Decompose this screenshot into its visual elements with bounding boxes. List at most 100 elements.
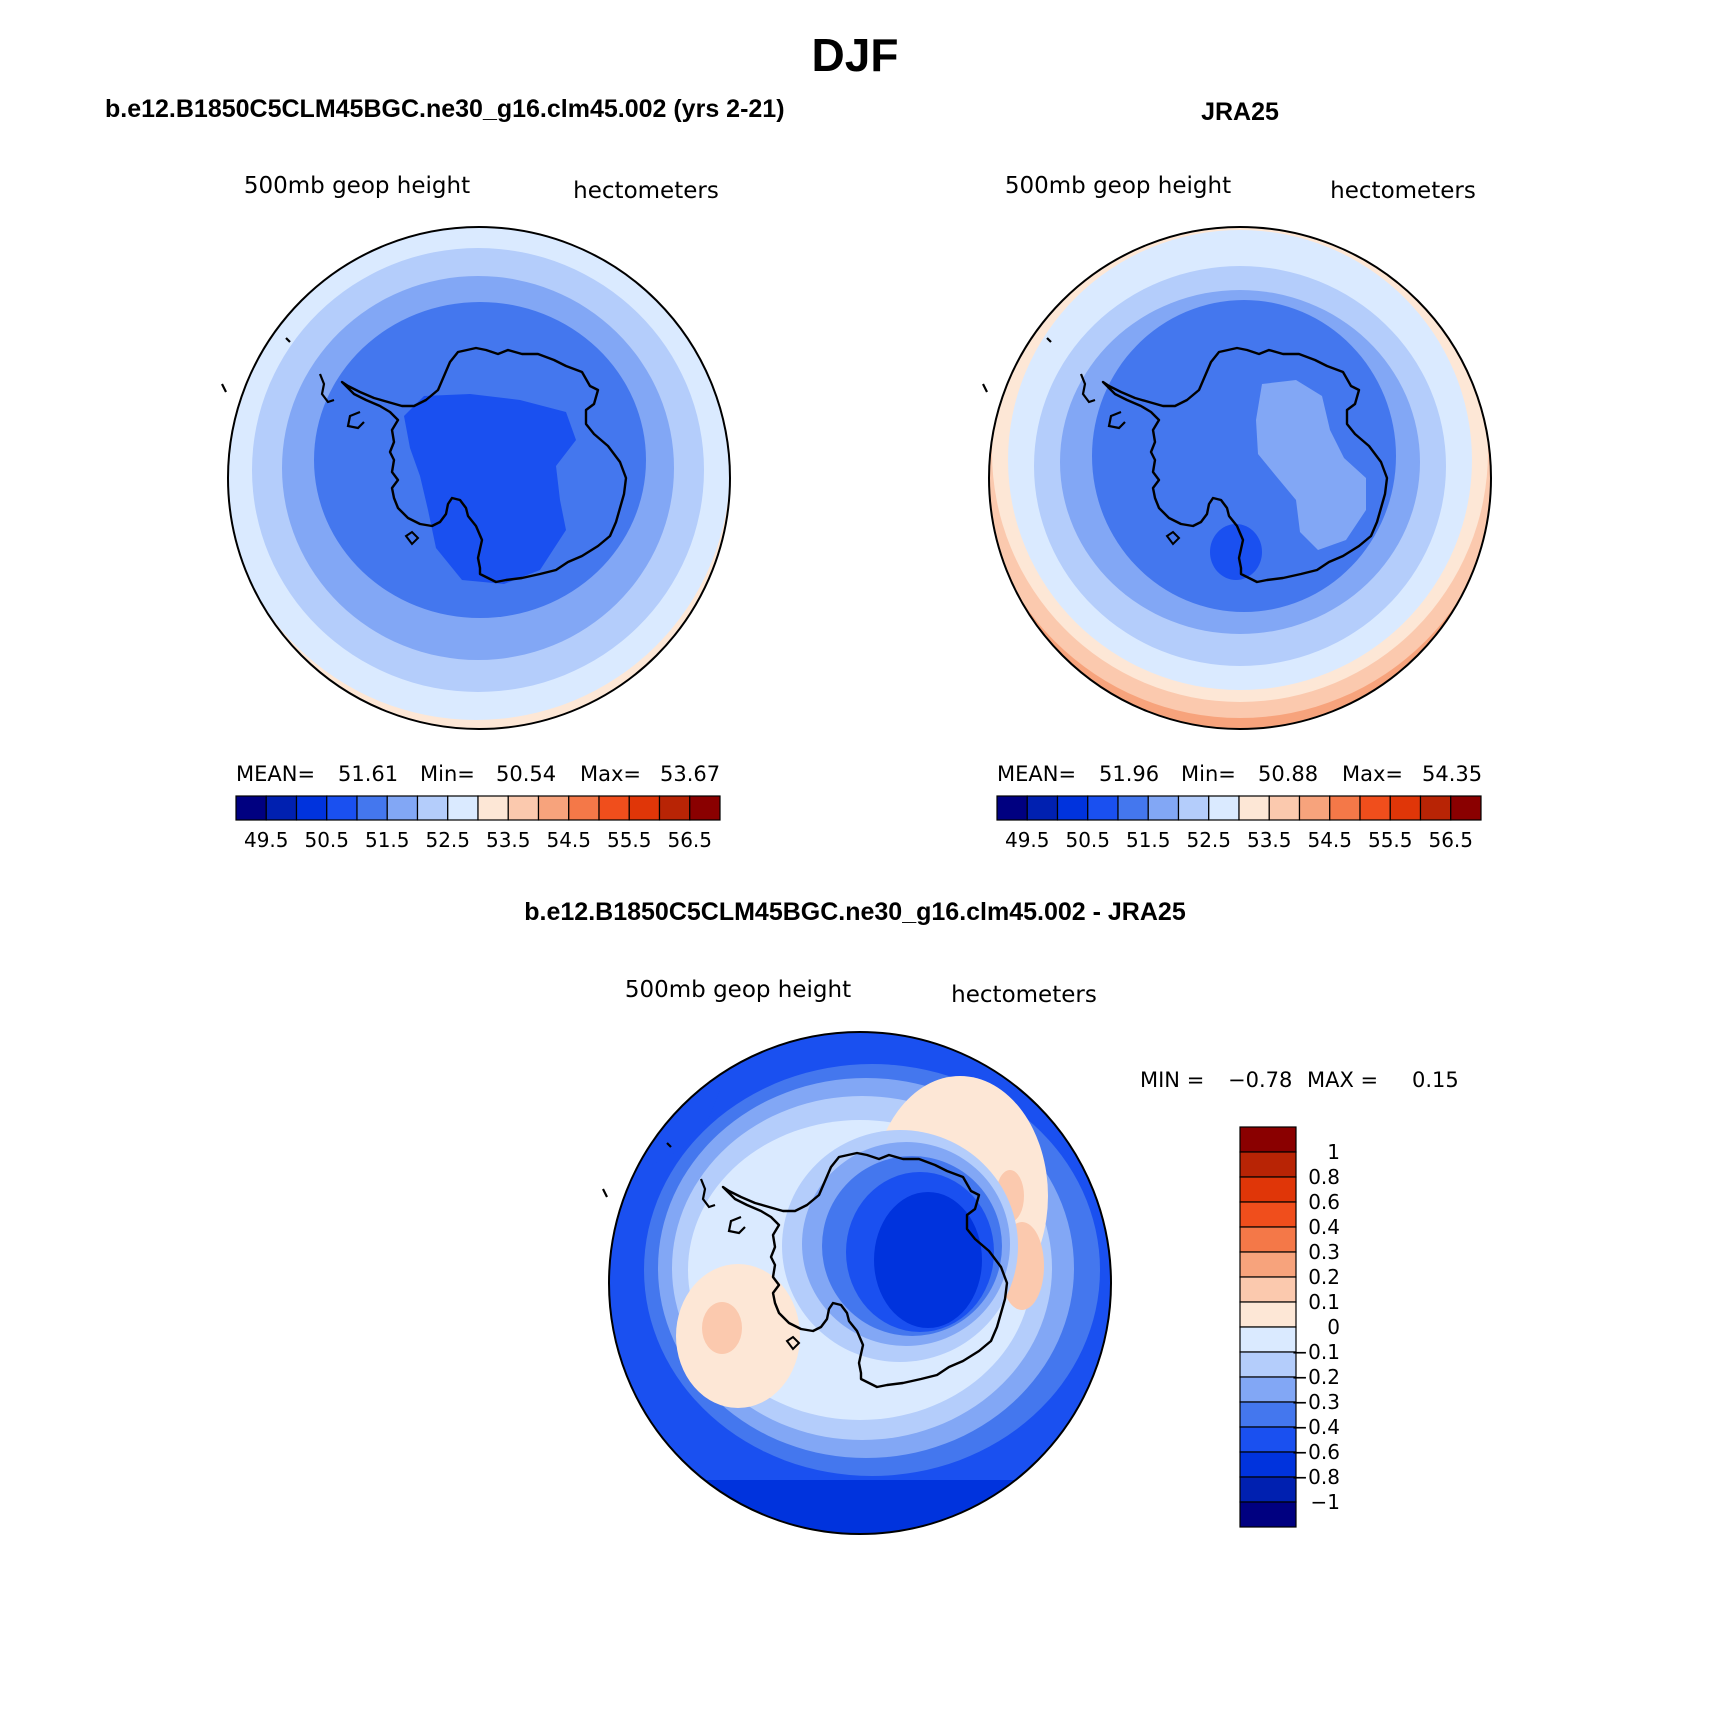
panel3-max-label: MAX = — [1307, 1068, 1378, 1092]
panel3-field-min — [874, 1192, 982, 1328]
panel2-colorbar-box — [1117, 795, 1149, 821]
panel2-colorbar-label: 54.5 — [1307, 828, 1352, 852]
panel3-max-value: 0.15 — [1412, 1068, 1459, 1092]
panel3-colorbar-label: 0.4 — [1308, 1215, 1340, 1239]
panel3-colorbar: 10.80.60.40.30.20.10−0.1−0.2−0.3−0.4−0.6… — [1239, 1126, 1340, 1528]
panel2-colorbar-box — [1419, 795, 1452, 821]
panel3-colorbar-label: −0.1 — [1291, 1340, 1340, 1364]
panel3-colorbar-box — [1239, 1426, 1297, 1453]
panel2-colorbar-label: 56.5 — [1428, 828, 1473, 852]
panel1-colorbar-box — [628, 795, 661, 821]
panel1-colorbar-box — [537, 795, 570, 821]
panel2-colorbar-box — [1238, 795, 1270, 821]
panel2-colorbar-box — [1359, 795, 1391, 821]
panel3-min-value: −0.78 — [1228, 1068, 1292, 1092]
panel3-colorbar-label: 0.2 — [1308, 1265, 1340, 1289]
panel1-colorbar-box — [598, 795, 630, 821]
panel2-colorbar-box — [1026, 795, 1059, 821]
panel3-colorbar-box — [1239, 1201, 1297, 1228]
panel2-field-min — [1210, 524, 1262, 580]
panel1-colorbar-label: 54.5 — [546, 828, 591, 852]
panel3-colorbar-box — [1239, 1126, 1297, 1153]
panel1-colorbar-label: 50.5 — [304, 828, 349, 852]
panel3-colorbar-box — [1239, 1501, 1297, 1528]
panel3-map-border — [608, 1031, 1112, 1535]
panel2-colorbar-box — [1268, 795, 1301, 821]
panel3-colorbar-label: 0.6 — [1308, 1190, 1340, 1214]
panel1-map-border — [227, 226, 731, 730]
panel2-colorbar-box — [1329, 795, 1361, 821]
panel3-colorbar-label: 0.3 — [1308, 1240, 1340, 1264]
panel1-colorbar-box — [386, 795, 419, 821]
panel3-map: 500mb geop height hectometers — [601, 977, 1112, 1535]
panel2-colorbar-box — [996, 795, 1028, 821]
panel3-colorbar-box — [1239, 1351, 1297, 1378]
panel3-colorbar-label: −1 — [1311, 1490, 1340, 1514]
panel3-colorbar-label: −0.2 — [1291, 1365, 1340, 1389]
panel3-field-south — [609, 1480, 1111, 1534]
panel2-min-label: Min= — [1181, 762, 1236, 786]
panel1-colorbar-box — [356, 795, 388, 821]
panel3-title: b.e12.B1850C5CLM45BGC.ne30_g16.clm45.002… — [524, 898, 1186, 926]
panel3-colorbar-label: −0.6 — [1291, 1440, 1340, 1464]
panel1-colorbar-box — [326, 795, 358, 821]
panel1-field-min — [404, 394, 576, 584]
panel3-colorbar-box — [1239, 1476, 1297, 1503]
panel1-mean-value: 51.61 — [338, 762, 398, 786]
panel1-variable-label: 500mb geop height — [244, 173, 470, 199]
panel1-colorbar: 49.5 50.5 51.5 52.5 53.5 54.5 55.5 56.5 — [235, 795, 721, 852]
panel1-colorbar-box — [447, 795, 479, 821]
panel2-colorbar-label: 49.5 — [1005, 828, 1050, 852]
panel2-colorbar-label: 50.5 — [1065, 828, 1110, 852]
panel3-variable-label: 500mb geop height — [625, 977, 851, 1003]
panel3-colorbar-box — [1239, 1326, 1297, 1353]
panel2-mean-value: 51.96 — [1099, 762, 1159, 786]
panel2-map-border — [988, 226, 1492, 730]
panel3-colorbar-label: 0.8 — [1308, 1165, 1340, 1189]
panel3-colorbar-label: −0.4 — [1291, 1415, 1340, 1439]
panel1-map: 500mb geop height hectometers — [220, 173, 731, 730]
panel1-colorbar-box — [265, 795, 298, 821]
panel2-colorbar-box — [1298, 795, 1331, 821]
panel1-title: b.e12.B1850C5CLM45BGC.ne30_g16.clm45.002… — [105, 95, 785, 123]
panel1-max-label: Max= — [580, 762, 641, 786]
panel2-field-high-lobe — [1256, 380, 1366, 550]
panel3-colorbar-label: −0.8 — [1291, 1465, 1340, 1489]
panel1-colorbar-box — [477, 795, 509, 821]
panel3-colorbar-box — [1239, 1251, 1297, 1278]
panel2-colorbar-box — [1208, 795, 1240, 821]
panel1-colorbar-box — [235, 795, 267, 821]
panel2-colorbar-box — [1087, 795, 1119, 821]
panel1-min-value: 50.54 — [496, 762, 556, 786]
panel2-colorbar-label: 55.5 — [1368, 828, 1413, 852]
panel2-colorbar-label: 53.5 — [1247, 828, 1292, 852]
panel3-colorbar-label: −0.3 — [1291, 1390, 1340, 1414]
panel1-colorbar-label: 56.5 — [667, 828, 712, 852]
panel2-colorbar-box — [1389, 795, 1422, 821]
panel2-colorbar-box — [1450, 795, 1482, 821]
panel1-colorbar-label: 53.5 — [486, 828, 531, 852]
panel1-colorbar-box — [295, 795, 328, 821]
panel3-colorbar-box — [1239, 1276, 1297, 1303]
panel2-colorbar-box — [1147, 795, 1180, 821]
panel3-units-label: hectometers — [951, 982, 1097, 1008]
panel3-colorbar-box — [1239, 1401, 1297, 1428]
panel2-max-value: 54.35 — [1422, 762, 1482, 786]
panel1-units-label: hectometers — [573, 178, 719, 204]
panel3-colorbar-box — [1239, 1176, 1297, 1203]
panel2-colorbar-label: 52.5 — [1186, 828, 1231, 852]
panel2-colorbar-label: 51.5 — [1126, 828, 1171, 852]
panel1-max-value: 53.67 — [660, 762, 720, 786]
panel1-colorbar-box — [507, 795, 540, 821]
panel3-colorbar-box — [1239, 1376, 1297, 1403]
panel3-min-label: MIN = — [1140, 1068, 1204, 1092]
panel2-colorbar-box — [1056, 795, 1089, 821]
panel2-map: 500mb geop height hectometers — [981, 173, 1492, 730]
panel1-colorbar-label: 51.5 — [365, 828, 410, 852]
panel1-colorbar-box — [658, 795, 691, 821]
panel3-colorbar-box — [1239, 1301, 1297, 1328]
panel3-colorbar-label: 0.1 — [1308, 1290, 1340, 1314]
panel3-colorbar-label: 0 — [1327, 1315, 1340, 1339]
figure-title: DJF — [811, 29, 899, 81]
